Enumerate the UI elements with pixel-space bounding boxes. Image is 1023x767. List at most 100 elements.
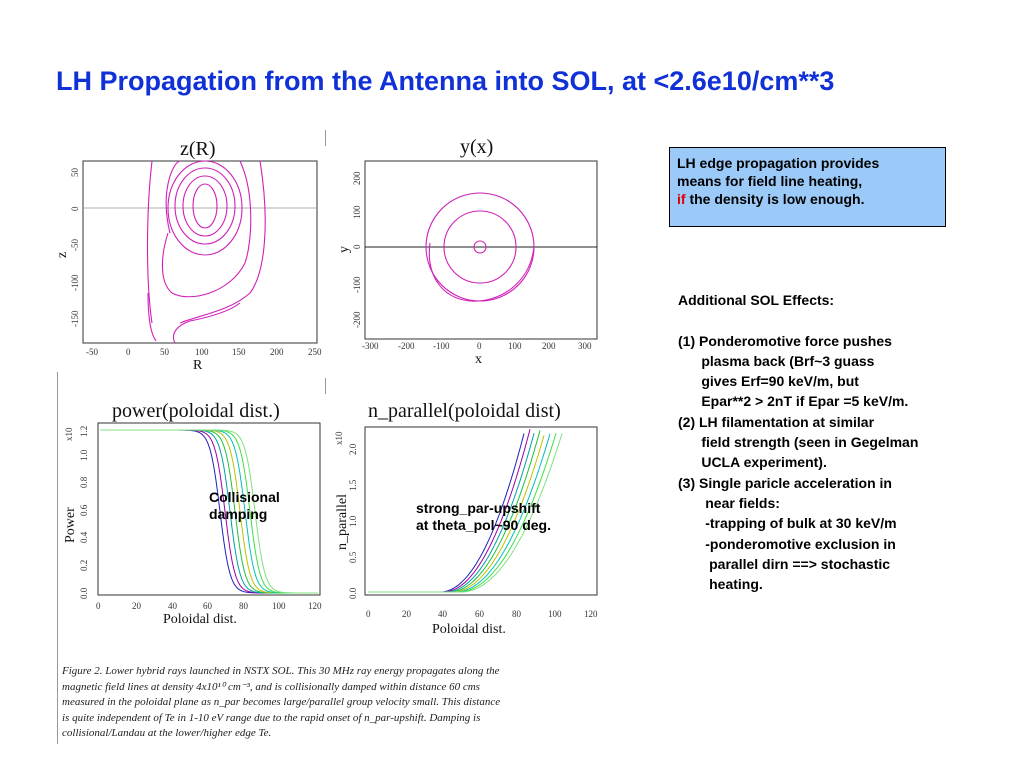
power-curves (100, 429, 318, 594)
power-x-tick: 80 (239, 601, 249, 611)
annotation-line: strong_par-upshift (416, 500, 541, 516)
annotation-line: at theta_pol~90 deg. (416, 517, 551, 533)
npar-curves (368, 429, 563, 593)
yx-y-tick: 100 (352, 205, 362, 219)
power-y-ticks: 0.0 0.2 0.4 0.6 0.8 1.0 1.2 x10 (64, 426, 89, 599)
power-x-tick: 40 (168, 601, 178, 611)
npar-plot: n_parallel(poloidal dist) 0 20 40 60 80 … (330, 395, 605, 637)
npar-x-tick: 0 (366, 609, 371, 619)
if-highlight: if (677, 191, 686, 207)
zr-plot-title: z(R) (180, 138, 216, 160)
power-x-label: Poloidal dist. (163, 612, 237, 627)
zr-x-tick: -50 (86, 347, 98, 357)
zr-y-tick: -50 (70, 239, 80, 251)
npar-curve (368, 433, 563, 593)
yx-y-tick: 0 (352, 244, 362, 249)
yx-x-tick: 300 (578, 341, 592, 351)
panel-divider (325, 130, 326, 146)
sol-effects-text: Additional SOL Effects: (1) Ponderomotiv… (678, 290, 1018, 594)
effects-line: near fields: (678, 494, 780, 511)
npar-y-ticks: 0.0 0.5 1.0 1.5 2.0 x10 (334, 431, 358, 599)
power-x-tick: 120 (308, 601, 322, 611)
par-upshift-annotation: strong_par-upshift at theta_pol~90 deg. (416, 500, 551, 534)
yx-y-tick: -200 (352, 311, 362, 328)
annotation-line: damping (209, 506, 268, 522)
npar-y-label: n_parallel (335, 494, 350, 550)
yx-y-ticks: 200 100 0 -100 -200 (352, 171, 362, 328)
power-x-tick: 100 (272, 601, 286, 611)
effects-line: (3) Single paricle acceleration in (678, 474, 892, 491)
effects-line: -trapping of bulk at 30 keV/m (678, 515, 897, 532)
npar-x-tick: 40 (438, 609, 448, 619)
power-y-tick: 0.2 (79, 560, 89, 571)
zr-x-tick: 0 (126, 347, 131, 357)
power-plot: power(poloidal dist.) 0 20 40 60 80 100 … (60, 395, 330, 635)
panel-divider (325, 378, 326, 394)
slide-title: LH Propagation from the Antenna into SOL… (56, 66, 835, 96)
npar-y-tick: 1.5 (348, 479, 358, 491)
zr-y-tick: -150 (70, 310, 80, 327)
effects-line: plasma back (Brf~3 guass (678, 352, 875, 369)
npar-y-multiplier: x10 (334, 431, 344, 445)
zr-y-label: z (55, 252, 70, 258)
zr-y-tick: 50 (70, 168, 80, 178)
npar-x-ticks: 0 20 40 60 80 100 120 (366, 609, 598, 619)
yx-x-tick: 100 (508, 341, 522, 351)
panel-divider (57, 372, 58, 744)
power-y-label: Power (63, 507, 78, 543)
caption-line: Figure 2. Lower hybrid rays launched in … (62, 665, 500, 677)
caption-line: magnetic field lines at density 4x10¹⁰ c… (62, 680, 480, 693)
effects-line: (1) Ponderomotive force pushes (678, 332, 892, 349)
power-y-tick: 1.2 (79, 426, 89, 437)
zr-x-ticks: -50 0 50 100 150 200 250 (86, 347, 322, 357)
power-curve (100, 429, 318, 594)
power-plot-title: power(poloidal dist.) (112, 400, 280, 422)
yx-y-tick: -100 (352, 276, 362, 293)
caption-line: is quite independent of Te in 1-10 eV ra… (62, 711, 481, 724)
yx-x-ticks: -300 -200 -100 0 100 200 300 (362, 341, 592, 351)
box-line: means for field line heating, (677, 173, 863, 189)
zr-y-tick: 0 (70, 206, 80, 211)
npar-x-label: Poloidal dist. (432, 622, 506, 637)
yx-x-tick: 200 (542, 341, 556, 351)
zr-x-tick: 100 (195, 347, 209, 357)
effects-line: field strength (seen in Gegelman (678, 434, 919, 451)
effects-line: parallel dirn ==> stochastic (678, 555, 891, 572)
box-line-rest: the density is low enough. (685, 191, 865, 207)
box-line: LH edge propagation provides (677, 155, 880, 171)
npar-y-tick: 2.0 (348, 443, 358, 455)
zr-x-label: R (193, 358, 203, 373)
zr-x-tick: 250 (308, 347, 322, 357)
zr-x-tick: 50 (160, 347, 170, 357)
yx-x-tick: -100 (433, 341, 450, 351)
annotation-line: Collisional (209, 489, 280, 505)
yx-plot-title: y(x) (460, 136, 493, 158)
power-y-tick: 0.8 (79, 476, 89, 488)
caption-line: collisional/Landau at the lower/higher e… (62, 727, 272, 740)
zr-x-tick: 150 (232, 347, 246, 357)
power-x-tick: 60 (203, 601, 213, 611)
effects-line: heating. (678, 576, 763, 593)
yx-plot-frame (364, 160, 598, 340)
npar-x-tick: 60 (475, 609, 485, 619)
zr-plot-frame (82, 160, 318, 344)
box-line: if the density is low enough. (677, 190, 945, 208)
power-y-multiplier: x10 (64, 427, 74, 441)
collisional-damping-annotation: Collisional damping (209, 489, 280, 523)
power-y-tick: 0.4 (79, 531, 89, 543)
figure-caption: Figure 2. Lower hybrid rays launched in … (62, 664, 602, 742)
zr-y-ticks: 50 0 -50 -100 -150 (70, 168, 80, 328)
effects-line: -ponderomotive exclusion in (678, 535, 896, 552)
npar-x-tick: 20 (402, 609, 412, 619)
npar-y-tick: 0.5 (348, 551, 358, 563)
yx-y-tick: 200 (352, 171, 362, 185)
npar-x-tick: 80 (512, 609, 522, 619)
yx-x-tick: -300 (362, 341, 379, 351)
yx-orbit-curves (425, 192, 535, 302)
power-plot-frame (97, 422, 321, 596)
caption-line: measured in the poloidal plane as n_par … (62, 696, 501, 709)
effects-line: UCLA experiment). (678, 454, 827, 471)
zr-plot: z(R) -50 0 50 100 150 200 250 50 0 -50 -… (55, 133, 330, 373)
effects-heading: Additional SOL Effects: (678, 292, 835, 308)
effects-line: (2) LH filamentation at similar (678, 413, 875, 430)
